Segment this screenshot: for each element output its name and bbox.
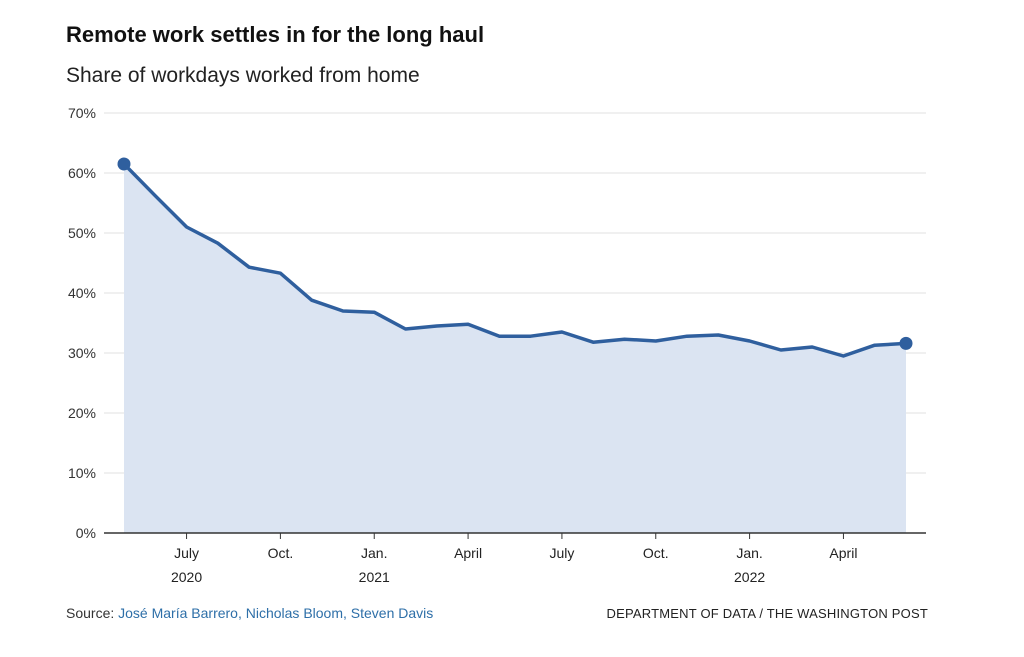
y-tick-label: 50%	[68, 225, 96, 241]
data-point	[529, 334, 533, 338]
y-tick-label: 10%	[68, 465, 96, 481]
data-point	[497, 334, 501, 338]
endpoint-marker	[117, 157, 131, 171]
x-tick-label: July	[174, 545, 199, 561]
x-year-label: 2021	[359, 569, 390, 585]
source-label: Source:	[66, 605, 115, 621]
x-tick-label: Oct.	[643, 545, 669, 561]
x-tick-label: July	[549, 545, 574, 561]
data-point	[873, 343, 877, 347]
series-line	[122, 162, 908, 358]
data-point	[372, 310, 376, 314]
y-tick-label: 20%	[68, 405, 96, 421]
data-point	[310, 298, 314, 302]
data-point	[623, 337, 627, 341]
data-point	[841, 354, 845, 358]
data-point	[341, 309, 345, 313]
data-point	[654, 339, 658, 343]
x-tick-label: Oct.	[268, 545, 294, 561]
x-tick-label: Jan.	[736, 545, 762, 561]
x-tick-label: Jan.	[361, 545, 387, 561]
endpoint-marker	[899, 336, 913, 350]
x-tick-label: April	[454, 545, 482, 561]
y-tick-label: 60%	[68, 165, 96, 181]
x-year-label: 2020	[171, 569, 202, 585]
data-point	[153, 194, 157, 198]
data-point	[779, 348, 783, 352]
chart-title: Remote work settles in for the long haul	[66, 22, 485, 47]
data-point	[435, 324, 439, 328]
source-note: Source: José María Barrero, Nicholas Blo…	[66, 605, 433, 621]
y-tick-label: 0%	[76, 525, 96, 541]
y-tick-label: 40%	[68, 285, 96, 301]
data-point	[810, 345, 814, 349]
area-fill	[124, 164, 906, 533]
data-point	[185, 225, 189, 229]
data-point	[278, 271, 282, 275]
data-point	[748, 339, 752, 343]
y-tick-label: 70%	[68, 105, 96, 121]
data-point	[591, 340, 595, 344]
data-point	[404, 327, 408, 331]
credit-line: DEPARTMENT OF DATA / THE WASHINGTON POST	[606, 606, 928, 621]
x-tick-label: April	[829, 545, 857, 561]
data-point	[216, 241, 220, 245]
data-point	[685, 334, 689, 338]
data-point	[466, 322, 470, 326]
chart-subtitle: Share of workdays worked from home	[66, 64, 420, 87]
y-tick-label: 30%	[68, 345, 96, 361]
x-year-label: 2022	[734, 569, 765, 585]
data-point	[560, 330, 564, 334]
data-point	[716, 333, 720, 337]
source-authors-link[interactable]: José María Barrero, Nicholas Bloom, Stev…	[118, 605, 434, 621]
data-point	[247, 265, 251, 269]
